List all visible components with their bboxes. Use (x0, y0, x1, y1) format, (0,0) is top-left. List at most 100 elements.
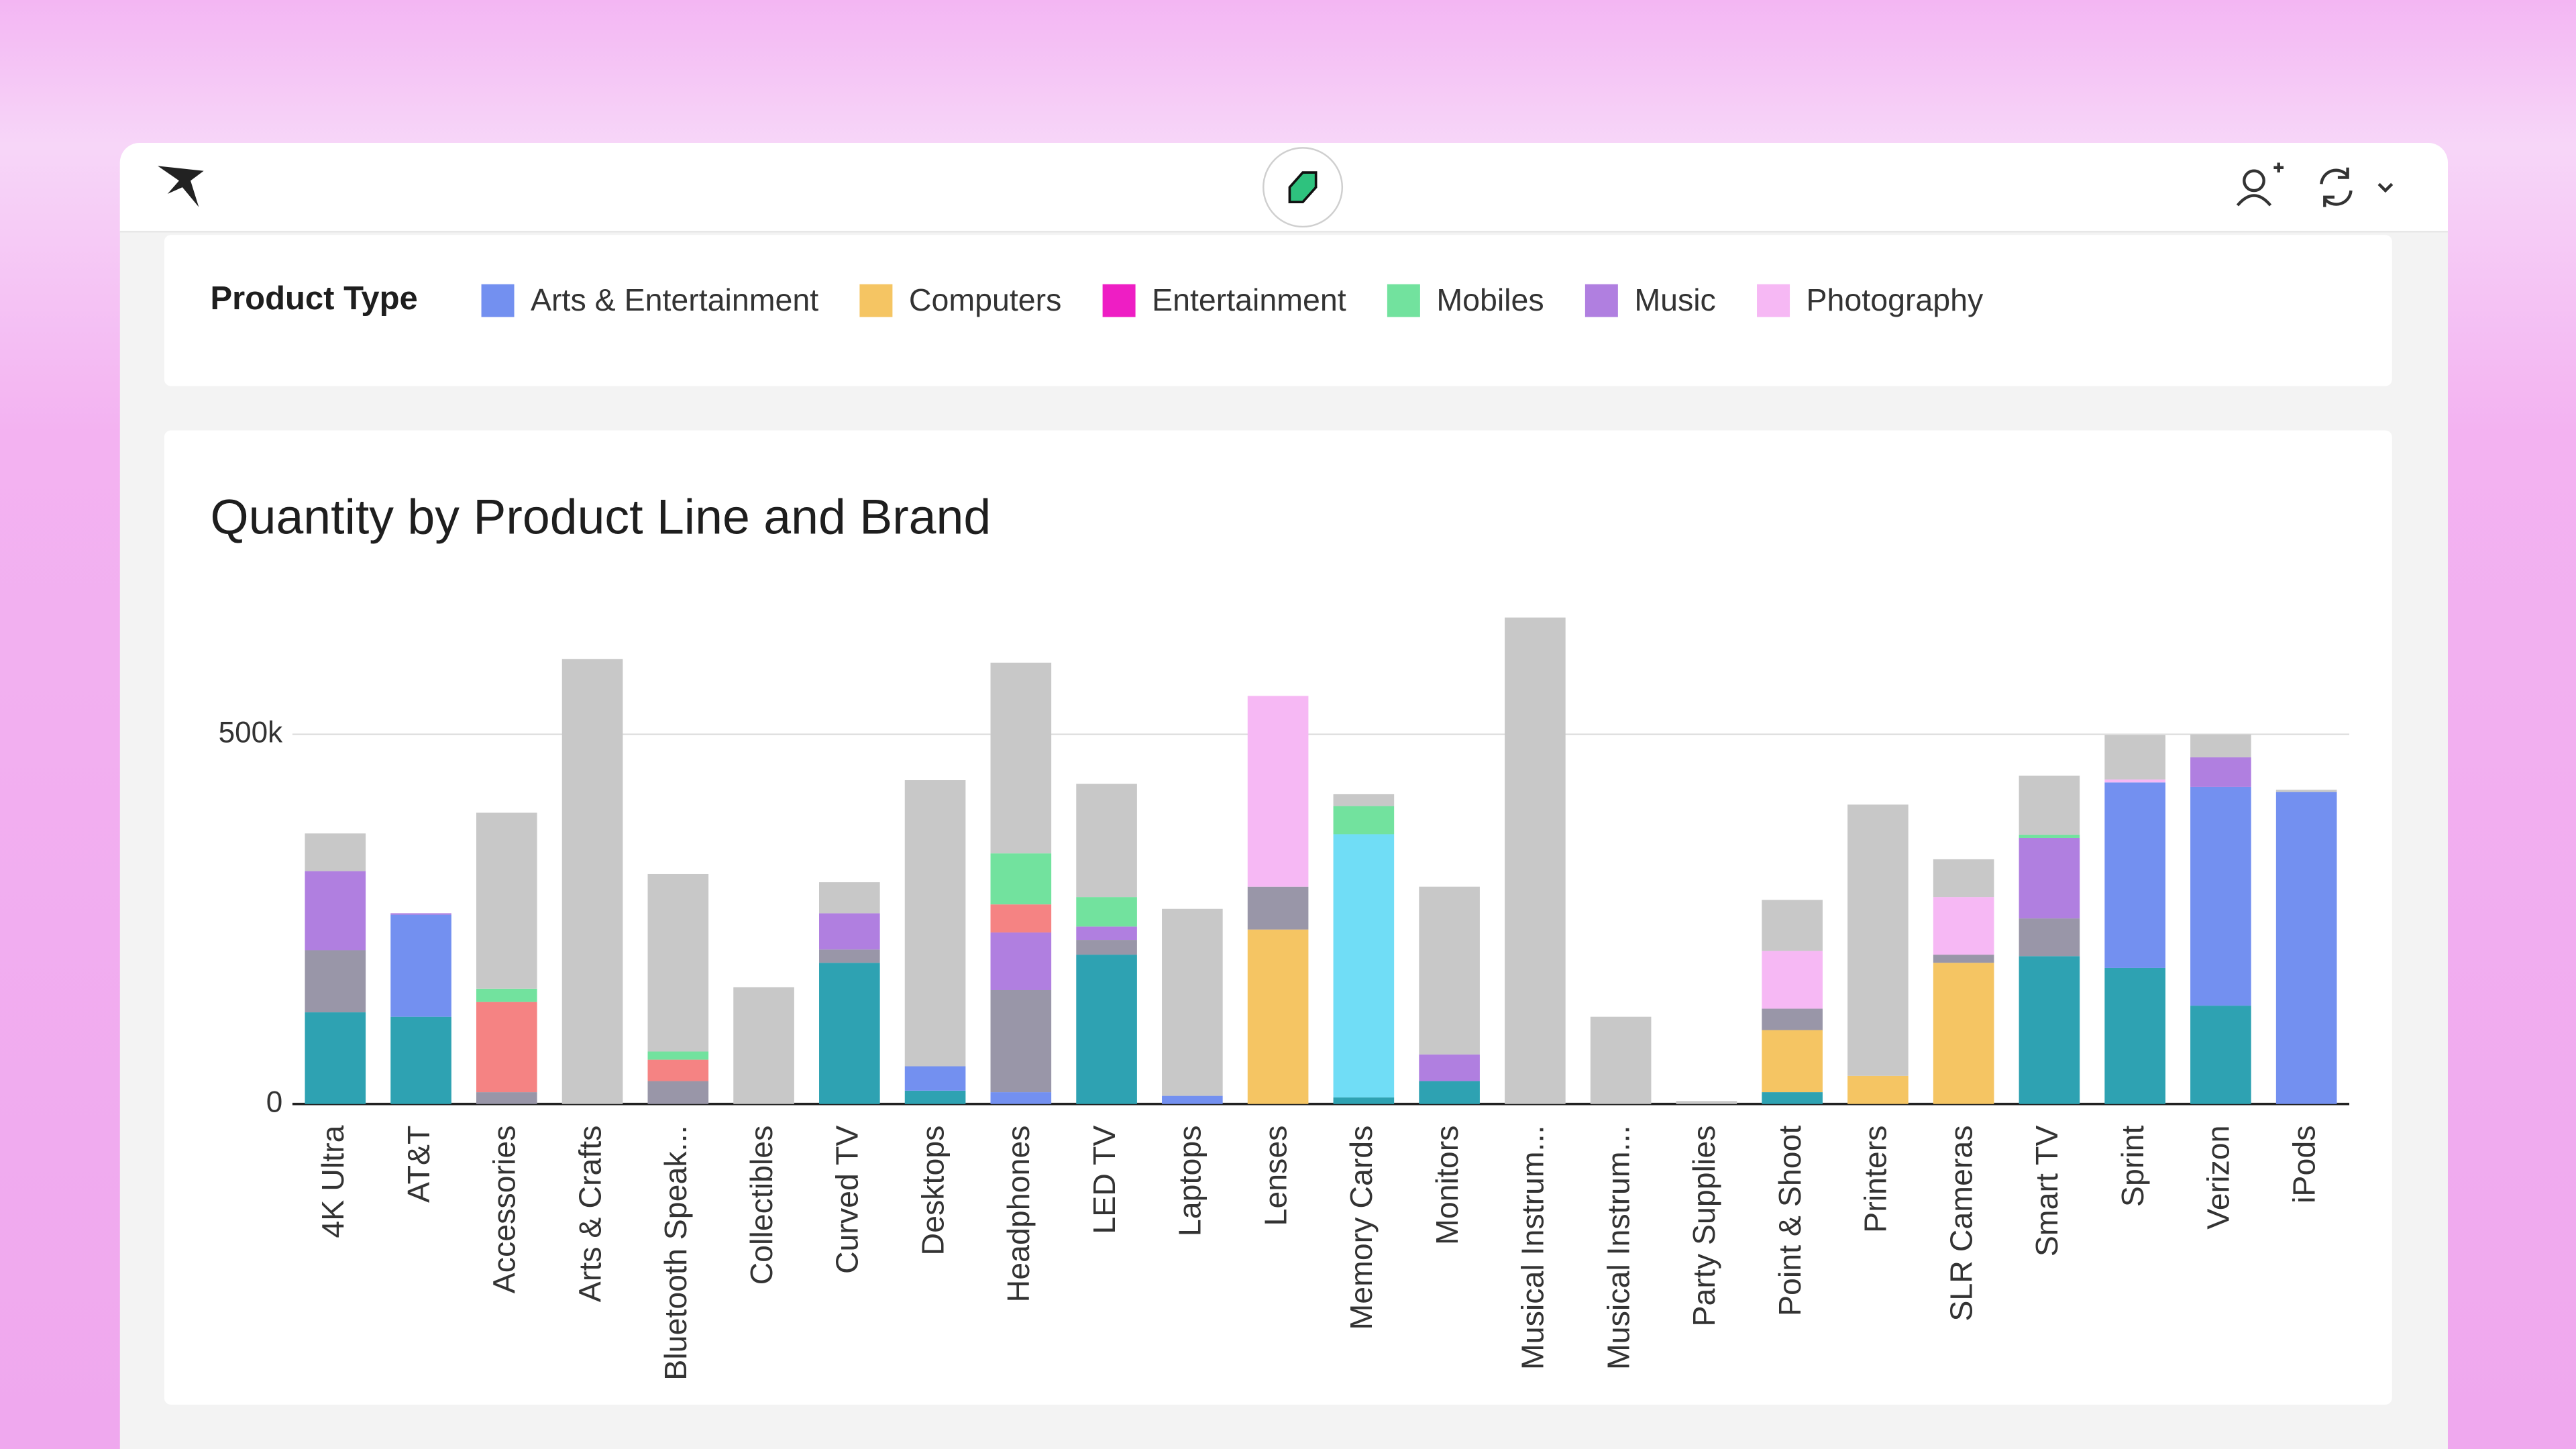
bar-segment (2190, 1006, 2251, 1104)
bar-segment (2019, 835, 2080, 838)
bar-segment (1676, 1101, 1737, 1104)
bar-segment (476, 812, 537, 989)
bar-segment (2019, 956, 2080, 1104)
bar-segment (647, 1081, 709, 1104)
bar-segment (904, 1066, 966, 1091)
x-tick-label: AT&T (401, 1126, 436, 1203)
chart-title: Quantity by Product Line and Brand (210, 489, 991, 545)
bar-segment (1333, 794, 1395, 806)
bar-segment (819, 963, 880, 1104)
bar-segment (1762, 900, 1823, 951)
bar-segment (1762, 951, 1823, 1009)
x-tick-label: iPods (2286, 1126, 2321, 1203)
bar-segment (990, 853, 1052, 905)
legend-label: Music (1634, 282, 1715, 317)
x-tick-label: Lenses (1258, 1126, 1293, 1226)
legend-label: Photography (1807, 282, 1984, 317)
x-tick-label: Desktops (915, 1126, 950, 1256)
bar-segment (305, 833, 366, 871)
bar-segment (390, 913, 451, 915)
bar-segment (305, 950, 366, 1013)
x-tick-label: Monitors (1430, 1126, 1464, 1245)
bar-segment (1333, 806, 1395, 835)
bar-segment (647, 1059, 709, 1081)
bar-segment (1762, 1008, 1823, 1030)
bar-segment (1590, 1016, 1652, 1104)
bar-segment (2104, 779, 2165, 783)
legend-label: Mobiles (1436, 282, 1544, 317)
legend-title: Product Type (210, 280, 417, 317)
bar-segment (2019, 837, 2080, 919)
bar-segment (1847, 1075, 1909, 1104)
center-icon (1288, 171, 1318, 204)
bar-segment (390, 1016, 451, 1104)
x-tick-label: Memory Cards (1344, 1126, 1379, 1330)
x-tick-label: Headphones (1001, 1126, 1036, 1303)
x-tick-label: Printers (1858, 1126, 1893, 1233)
bar-segment (1933, 897, 1994, 955)
bar-segment (2190, 786, 2251, 1006)
bar-segment (1419, 1054, 1480, 1081)
x-tick-label: Curved TV (830, 1126, 865, 1274)
bar-segment (2019, 775, 2080, 835)
logo[interactable] (158, 166, 204, 207)
x-tick-label: Smart TV (2029, 1126, 2064, 1257)
bar-segment (1076, 955, 1137, 1104)
legend-swatch (859, 284, 893, 317)
legend-swatch (1387, 284, 1420, 317)
legend-swatch (481, 284, 515, 317)
bar-segment (476, 988, 537, 1002)
x-tick-label: Point & Shoot (1772, 1125, 1807, 1316)
bar-segment (990, 1092, 1052, 1104)
bar-segment (2190, 734, 2251, 757)
user-add-icon[interactable] (2236, 162, 2284, 207)
bar-segment (2104, 782, 2165, 968)
x-tick-label: Accessories (487, 1126, 522, 1294)
bar-segment (1162, 908, 1223, 1096)
bar-segment (990, 662, 1052, 854)
legend-label: Computers (909, 282, 1062, 317)
bar-segment (1419, 1081, 1480, 1104)
bar-segment (305, 871, 366, 951)
bar-segment (1847, 804, 1909, 1076)
bar-segment (647, 873, 709, 1052)
bar-segment (819, 882, 880, 914)
bar-segment (1076, 784, 1137, 898)
bar-segment (1505, 617, 1566, 1104)
legend-label: Arts & Entertainment (531, 282, 818, 317)
bar-segment (1333, 1097, 1395, 1104)
bar-segment (1762, 1030, 1823, 1093)
x-tick-label: 4K Ultra (315, 1125, 350, 1238)
refresh-icon[interactable] (2320, 167, 2394, 207)
bar-segment (1762, 1092, 1823, 1104)
bar-segment (1247, 929, 1309, 1104)
legend-swatch (1102, 284, 1136, 317)
x-tick-label: Arts & Crafts (572, 1126, 607, 1303)
bar-segment (2104, 735, 2165, 780)
bar-segment (1247, 886, 1309, 930)
bar-segment (2104, 967, 2165, 1104)
bar-segment (904, 780, 966, 1067)
bar-segment (2275, 792, 2337, 1104)
x-tick-label: Musical Instrum... (1515, 1126, 1550, 1370)
bar-segment (476, 1002, 537, 1093)
bar-segment (990, 990, 1052, 1093)
y-tick-label: 500k (219, 716, 284, 749)
bar-segment (1333, 834, 1395, 1097)
bar-segment (1076, 940, 1137, 955)
x-tick-label: Laptops (1173, 1126, 1208, 1237)
bar-segment (2190, 757, 2251, 787)
bar-segment (1076, 926, 1137, 941)
bar-segment (1933, 955, 1994, 963)
bar-segment (647, 1051, 709, 1060)
bar-segment (1247, 696, 1309, 887)
bar-segment (990, 932, 1052, 990)
bar-segment (819, 913, 880, 950)
x-tick-label: LED TV (1087, 1126, 1122, 1234)
x-tick-label: SLR Cameras (1943, 1126, 1978, 1322)
x-tick-label: Collectibles (744, 1126, 779, 1285)
bar-segment (733, 987, 794, 1104)
bar-segment (990, 904, 1052, 933)
bar-segment (904, 1090, 966, 1104)
legend-swatch (1585, 284, 1618, 317)
